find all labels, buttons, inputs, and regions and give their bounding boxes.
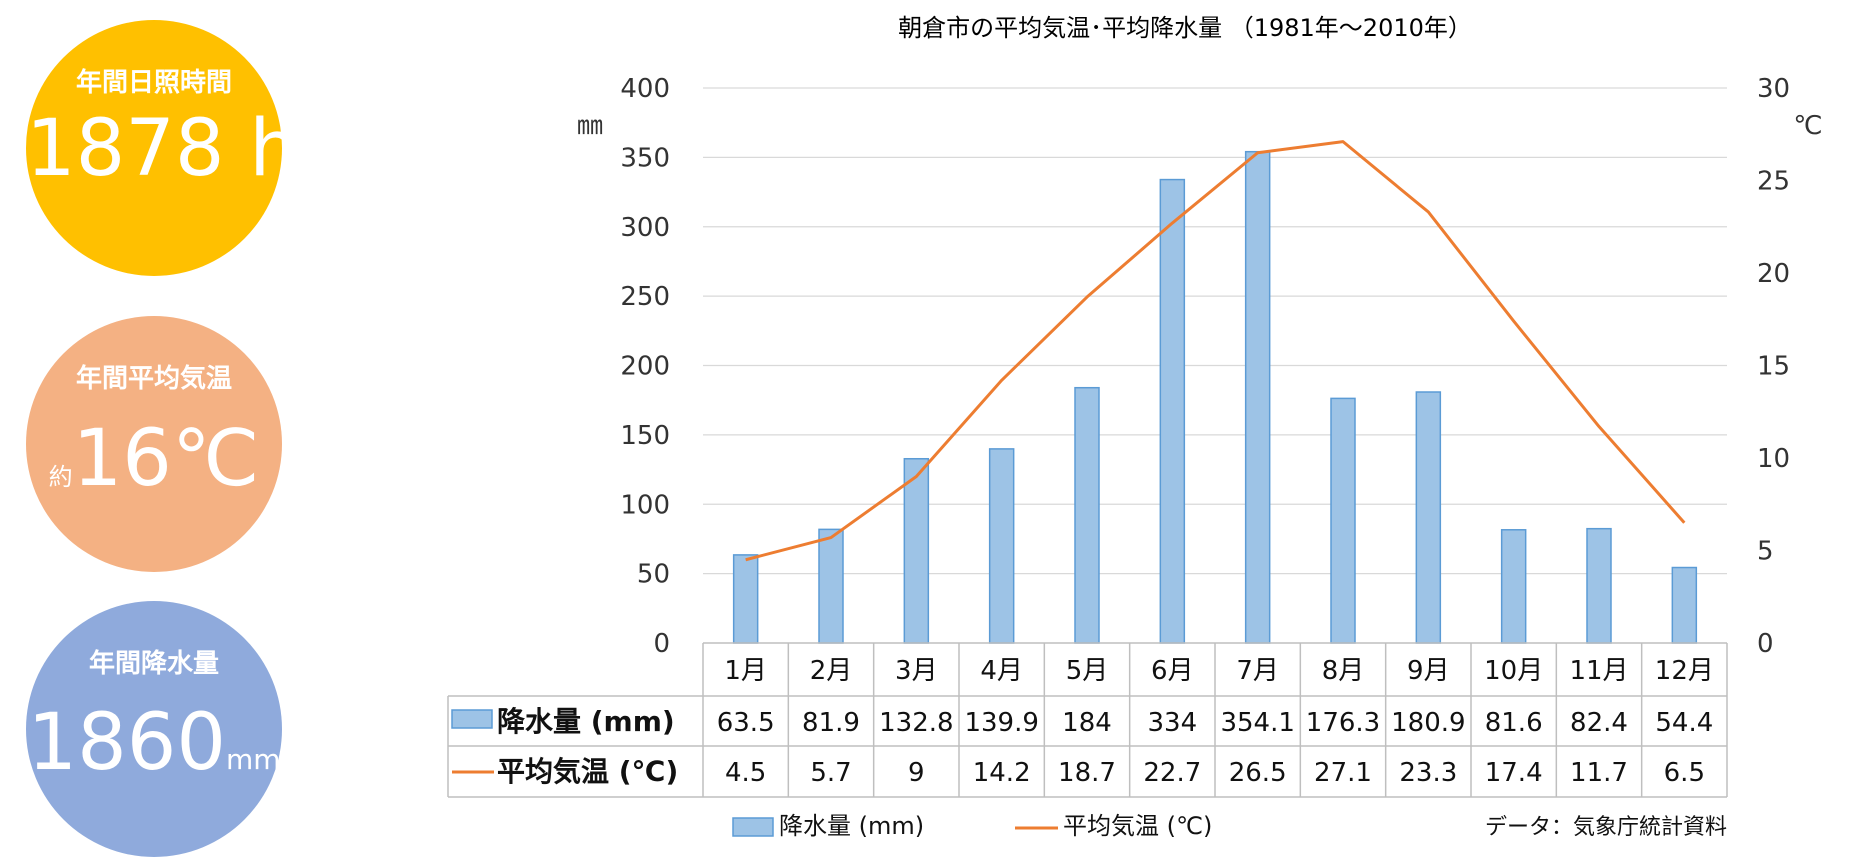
category-label: 12月 <box>1655 656 1714 686</box>
rainfall-bar <box>1671 566 1698 644</box>
data-table: 1月 2月 3月 4月 5月 6月 7月 8月 9月 10月 11月 12月 63.5 81.9 132.8… <box>447 642 1728 798</box>
temperature-series-line <box>745 140 1686 562</box>
rainfall-bar <box>1330 397 1356 644</box>
left-axis-unit: ㎜ <box>577 111 603 141</box>
rainfall-value: 176.3 <box>1306 708 1380 738</box>
left-tick-label: 0 <box>653 629 670 659</box>
rainfall-bars <box>732 150 1698 644</box>
rainfall-bar <box>988 448 1015 644</box>
sunshine-label: 年間日照時間 <box>75 68 232 98</box>
rainfall-bar <box>1415 391 1442 644</box>
temperature-circle: 年間平均気温 約16℃ <box>26 316 282 572</box>
category-label: 9月 <box>1407 656 1450 686</box>
rainfall-bar <box>903 457 930 644</box>
left-tick-label: 250 <box>620 282 670 312</box>
right-tick-label: 15 <box>1757 352 1790 382</box>
right-tick-label: 0 <box>1757 629 1774 659</box>
rainfall-bar <box>818 528 844 644</box>
rainfall-label: 年間降水量 <box>88 649 219 679</box>
table-bar-swatch <box>451 709 493 729</box>
temperature-value: 18.7 <box>1058 758 1116 788</box>
rainfall-value: 139.9 <box>964 708 1038 738</box>
left-tick-label: 100 <box>620 490 670 520</box>
rainfall-bar <box>1244 150 1271 644</box>
table-temperature-header: 平均気温 (℃) <box>497 755 678 788</box>
axis-ticks: 0 50 100 150 200 250 300 350 400 0 5 10 15 20 25 30 <box>620 74 1790 659</box>
rainfall-value: 81.9 <box>802 708 860 738</box>
category-label: 6月 <box>1151 656 1194 686</box>
left-tick-label: 200 <box>620 352 670 382</box>
data-source: データ：気象庁統計資料 <box>1485 815 1727 840</box>
legend: 降水量 (mm) 平均気温 (℃) データ：気象庁統計資料 <box>732 812 1727 840</box>
right-tick-label: 30 <box>1757 74 1790 104</box>
table-rainfall-header: 降水量 (mm) <box>497 705 675 738</box>
rainfall-value: 82.4 <box>1570 708 1628 738</box>
rainfall-value: 180.9 <box>1391 708 1465 738</box>
rainfall-value: 54.4 <box>1655 708 1713 738</box>
temperature-value: 6.5 <box>1664 758 1705 788</box>
left-tick-label: 350 <box>620 143 670 173</box>
temperature-value: 4.5 <box>725 758 766 788</box>
rainfall-value: 354.1 <box>1220 708 1294 738</box>
right-tick-label: 10 <box>1757 444 1790 474</box>
temperature-value: 26.5 <box>1229 758 1287 788</box>
right-tick-label: 25 <box>1757 167 1790 197</box>
rainfall-value: 334 <box>1148 708 1198 738</box>
category-label: 5月 <box>1066 656 1109 686</box>
temperature-value: 11.7 <box>1570 758 1628 788</box>
category-label: 8月 <box>1322 656 1365 686</box>
rainfall-circle: 年間降水量 1860mm <box>26 601 282 857</box>
left-tick-label: 50 <box>637 560 670 590</box>
category-label: 1月 <box>724 656 767 686</box>
rainfall-bar <box>1159 178 1186 644</box>
rainfall-value: 63.5 <box>717 708 775 738</box>
legend-temperature-label: 平均気温 (℃) <box>1063 812 1212 840</box>
right-axis-unit: ℃ <box>1793 111 1822 141</box>
temperature-value: 17.4 <box>1485 758 1543 788</box>
temperature-value: 約16℃ <box>48 414 260 504</box>
rainfall-value: 132.8 <box>879 708 953 738</box>
rainfall-bar <box>1500 529 1527 644</box>
rainfall-value: 81.6 <box>1485 708 1543 738</box>
chart-title: 朝倉市の平均気温･平均降水量 （1981年～2010年） <box>898 14 1472 42</box>
temperature-value: 22.7 <box>1143 758 1201 788</box>
temperature-value: 5.7 <box>810 758 851 788</box>
sunshine-circle: 年間日照時間 1878 h <box>26 20 299 276</box>
legend-bar-swatch <box>732 817 774 837</box>
left-tick-label: 400 <box>620 74 670 104</box>
left-tick-label: 150 <box>620 421 670 451</box>
category-label: 2月 <box>810 656 853 686</box>
temperature-label: 年間平均気温 <box>75 364 232 394</box>
rainfall-bar <box>732 554 759 644</box>
right-tick-label: 5 <box>1757 537 1774 567</box>
category-label: 7月 <box>1236 656 1279 686</box>
gridlines <box>703 87 1727 575</box>
category-label: 4月 <box>980 656 1023 686</box>
right-tick-label: 20 <box>1757 259 1790 289</box>
category-label: 10月 <box>1484 656 1543 686</box>
category-label: 11月 <box>1569 656 1628 686</box>
rainfall-value: 1860mm <box>27 698 281 788</box>
rainfall-value: 184 <box>1062 708 1112 738</box>
temperature-value: 14.2 <box>973 758 1031 788</box>
sunshine-value: 1878 h <box>26 104 299 194</box>
temperature-value: 27.1 <box>1314 758 1372 788</box>
temperature-value: 23.3 <box>1399 758 1457 788</box>
rainfall-bar <box>1074 386 1100 644</box>
left-tick-label: 300 <box>620 213 670 243</box>
temperature-value: 9 <box>908 758 925 788</box>
rainfall-bar <box>1586 527 1612 644</box>
temperature-line <box>745 140 1686 562</box>
legend-rainfall-label: 降水量 (mm) <box>779 812 924 840</box>
category-label: 3月 <box>895 656 938 686</box>
